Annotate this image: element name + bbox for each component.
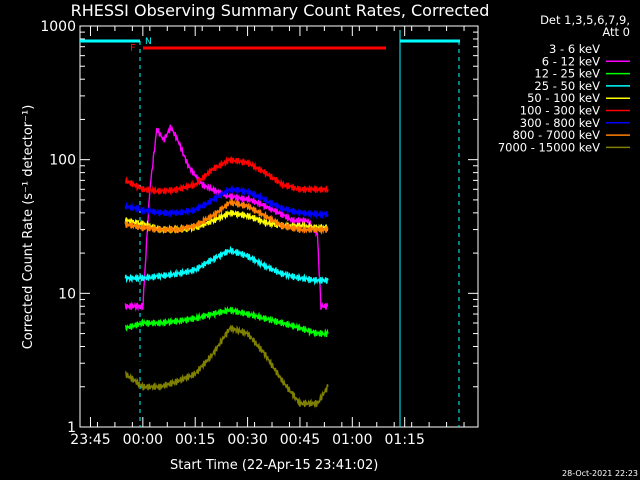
series-line — [125, 324, 329, 409]
y-tick-label: 1000 — [40, 19, 76, 35]
series-line — [124, 124, 329, 312]
x-tick-label: 00:15 — [175, 432, 215, 448]
series-lines — [124, 124, 329, 409]
legend-label: 25 - 50 keV — [534, 79, 600, 93]
x-tick-label: 00:30 — [227, 432, 267, 448]
x-tick-label: 00:00 — [123, 432, 163, 448]
series-line — [124, 197, 329, 235]
chart-title: RHESSI Observing Summary Count Rates, Co… — [71, 1, 490, 20]
legend-label: 100 - 300 keV — [520, 104, 600, 118]
plot-frame — [79, 25, 479, 428]
legend-label: 50 - 100 keV — [527, 91, 600, 105]
x-tick-label: 00:45 — [280, 432, 320, 448]
y-axis-label: Corrected Count Rate (s⁻¹ detector⁻¹) — [21, 105, 36, 350]
series-line — [125, 156, 329, 196]
legend-header-1: Det 1,3,5,6,7,9, — [540, 13, 630, 27]
x-tick-label: 01:15 — [385, 432, 425, 448]
legend-label: 6 - 12 keV — [542, 54, 600, 68]
x-tick-label: 01:00 — [332, 432, 372, 448]
flare-marker-label: F — [130, 43, 136, 54]
legend-label: 7000 - 15000 keV — [498, 140, 600, 154]
y-tick-label: 100 — [49, 153, 76, 169]
x-tick-label: 23:45 — [70, 432, 110, 448]
legend-label: 12 - 25 keV — [534, 67, 600, 81]
footer-timestamp: 28-Oct-2021 22:23 — [562, 469, 638, 478]
legend-label: 300 - 800 keV — [520, 116, 600, 130]
x-axis: 23:45 00:00 00:15 00:30 00:45 01:00 01:15 — [70, 26, 465, 448]
y-tick-label: 1 — [67, 420, 76, 436]
series-line — [124, 184, 329, 220]
legend-label: 3 - 6 keV — [549, 42, 600, 56]
series-line — [124, 245, 329, 286]
y-axis: 1 10 100 1000 — [40, 19, 478, 436]
x-axis-label: Start Time (22-Apr-15 23:41:02) — [170, 458, 378, 473]
night-marker-label: N — [145, 37, 152, 47]
series-line — [124, 305, 329, 338]
y-tick-label: 10 — [58, 286, 76, 302]
legend-header-2: Att 0 — [602, 25, 630, 39]
legend-label: 800 - 7000 keV — [512, 128, 600, 142]
